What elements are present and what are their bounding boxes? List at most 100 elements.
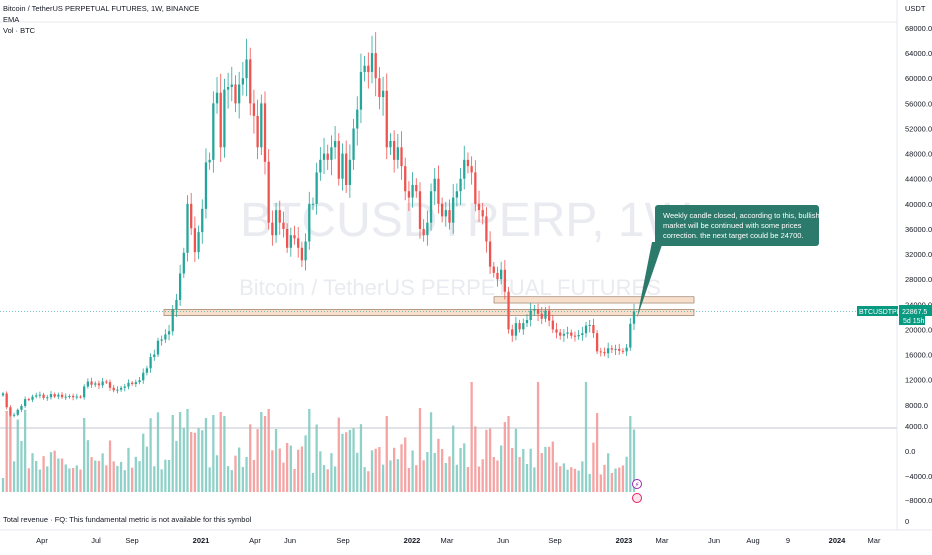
volume-bar (610, 473, 614, 492)
countdown-tag (899, 316, 925, 325)
candle-body (112, 387, 115, 391)
volume-bar (562, 463, 566, 492)
candle-body (577, 335, 580, 337)
volume-bar (156, 412, 160, 492)
candle-body (581, 333, 584, 336)
volume-bar (149, 418, 152, 492)
indicator-ema-label[interactable]: EMA (3, 15, 20, 24)
time-axis-label: Mar (441, 536, 454, 545)
volume-bar (57, 458, 60, 492)
volume-bar (260, 412, 263, 492)
volume-bar (470, 382, 473, 492)
volume-bar (5, 411, 8, 492)
candle-body (300, 247, 304, 261)
volume-bar (444, 462, 447, 492)
candle-body (234, 84, 237, 104)
volume-bar (547, 446, 551, 492)
candle-body (5, 393, 8, 408)
volume-bar (404, 437, 407, 492)
volume-bar (474, 426, 477, 492)
candle-body (503, 269, 506, 292)
candle-body (160, 339, 163, 341)
volume-bar (500, 445, 503, 492)
last-price-tag[interactable] (899, 305, 932, 316)
volume-bar (525, 464, 529, 492)
support-zone-1[interactable] (163, 309, 695, 316)
candle-body (278, 210, 281, 223)
volume-bar (544, 446, 547, 492)
indicator-volume-label[interactable]: Vol · BTC (3, 26, 36, 35)
support-zone-2[interactable] (493, 296, 695, 304)
candle-body (79, 396, 82, 398)
candle-body (20, 406, 23, 410)
candle-body (492, 266, 495, 273)
candle-body (463, 159, 466, 179)
candle-body (614, 348, 617, 350)
volume-bar (485, 429, 488, 492)
callout-box[interactable] (655, 205, 819, 246)
volume-bar (514, 428, 518, 492)
candle-body (171, 309, 174, 332)
candle-body (533, 309, 536, 311)
candle-body (370, 53, 374, 72)
candle-body (241, 78, 244, 85)
callout-line: Weekly candle closed, according to this,… (663, 211, 820, 220)
volume-bar (193, 432, 197, 492)
volume-bar (595, 413, 599, 492)
earnings-icon[interactable] (632, 493, 642, 503)
volume-bar (396, 459, 399, 492)
candle-body (444, 210, 447, 217)
volume-bar (440, 449, 444, 492)
volume-bar (488, 428, 492, 492)
time-axis-label: 2023 (616, 536, 633, 545)
volume-bar (393, 447, 396, 492)
volume-bar (381, 464, 385, 492)
volume-bar (429, 412, 433, 492)
candle-body (547, 310, 551, 321)
candle-body (252, 103, 256, 116)
volume-bar (315, 424, 318, 492)
price-tick-label: 48000.0 (905, 150, 932, 159)
candle-body (238, 84, 241, 104)
candle-body (363, 65, 366, 72)
candle-body (1, 393, 5, 396)
candle-body (153, 354, 156, 358)
volume-bar (367, 471, 370, 492)
candle-body (618, 348, 621, 351)
symbol-tag[interactable] (857, 306, 898, 316)
candle-body (404, 166, 407, 192)
volume-bar (345, 432, 348, 492)
lightning-icon[interactable] (632, 479, 642, 489)
candle-body (212, 103, 215, 160)
volume-bar (607, 453, 610, 492)
candle-body (330, 147, 333, 160)
volume-bar (226, 466, 230, 492)
volume-bar (337, 417, 340, 492)
volume-bar (433, 453, 436, 492)
price-tick-label: 68000.0 (905, 24, 932, 33)
candle-body (256, 115, 259, 148)
volume-bar (592, 442, 595, 492)
candle-body (182, 252, 185, 274)
volume-bar (507, 416, 510, 492)
candle-body (319, 159, 322, 173)
candle-body (223, 89, 226, 148)
candle-body (285, 228, 289, 248)
candle-body (193, 228, 197, 253)
volume-bar (581, 461, 584, 492)
volume-bar (466, 467, 470, 492)
volume-bar (12, 461, 16, 492)
volume-bar (570, 467, 573, 492)
candle-body (97, 383, 101, 386)
currency-label: USDT (905, 4, 926, 13)
volume-bar (588, 473, 591, 492)
price-tick-label: −8000.0 (905, 496, 932, 505)
volume-bar (219, 412, 222, 492)
volume-bar (319, 451, 322, 492)
candle-body (566, 332, 569, 334)
volume-bar (330, 453, 333, 492)
volume-bar (241, 466, 244, 492)
volume-bar (584, 382, 588, 492)
